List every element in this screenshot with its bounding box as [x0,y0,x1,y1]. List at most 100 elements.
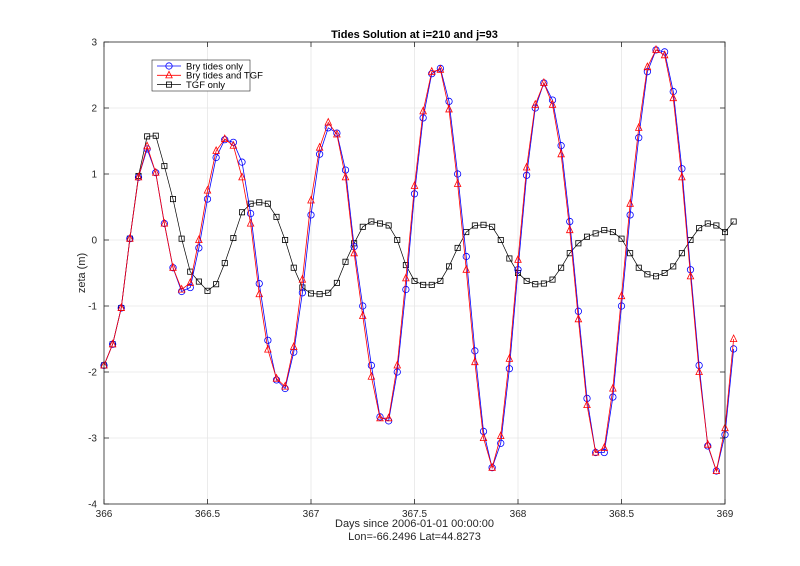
data-point [653,273,660,280]
data-point [420,281,427,288]
data-point [678,172,686,181]
data-point [583,400,591,409]
y-tick-label: 2 [91,104,97,115]
data-point [385,222,392,229]
y-tick-label: -3 [88,434,97,445]
data-point [411,277,418,284]
data-point [333,129,341,138]
data-point [540,280,547,287]
data-point [635,264,642,271]
data-point [256,199,263,206]
y-tick-label: 3 [91,38,97,49]
data-point [617,291,626,300]
x-tick-label: 368 [510,509,527,520]
data-point [394,236,401,243]
series-line [103,49,735,473]
data-point [454,244,461,251]
data-point [514,266,522,274]
data-point [367,361,375,369]
data-point [282,236,289,243]
data-point [471,357,479,366]
data-point [151,167,160,176]
data-point [117,303,126,311]
data-point [609,229,616,236]
data-point [315,142,324,151]
data-point [626,198,634,207]
data-point [195,278,202,285]
x-tick-label: 367 [303,509,320,520]
data-point [557,142,565,150]
data-point [437,277,444,284]
data-point [359,302,367,310]
data-point [453,178,462,187]
data-point [462,264,471,273]
data-point [290,348,298,356]
legend-label: Bry tides only [186,61,243,72]
data-point [393,360,402,369]
data-point [272,376,281,384]
y-tick-label: -1 [88,302,97,313]
data-point [220,134,229,143]
data-point [591,447,600,456]
data-point [393,368,401,376]
data-point [618,235,625,242]
data-point [617,302,626,310]
data-point [221,136,229,144]
data-point [324,124,332,132]
data-point [108,339,117,348]
data-point [712,466,721,475]
data-point [239,209,246,216]
data-point [497,236,504,243]
data-point [729,334,738,343]
data-point [308,290,315,297]
data-point [358,310,367,319]
data-point [505,353,514,362]
data-point [402,285,410,294]
legend-marker [165,62,173,70]
data-point [221,260,228,267]
data-point [384,413,393,422]
y-tick-label: 0 [91,236,97,247]
data-point [575,240,582,247]
data-point [566,217,574,226]
data-point [652,45,660,53]
data-point [144,133,151,140]
data-point [445,104,453,113]
data-point [126,233,134,242]
data-point [730,218,737,225]
legend-marker [165,70,173,79]
data-point [695,367,703,376]
data-point [316,150,324,158]
data-point [410,190,419,198]
data-point [669,93,678,102]
data-point [169,262,177,271]
data-point [264,336,272,344]
data-point [377,220,384,227]
data-point [238,172,246,181]
data-point [298,274,307,283]
data-point [195,235,203,244]
data-point [298,289,306,297]
data-point [523,277,530,284]
data-point [627,250,634,257]
data-point [713,222,720,229]
data-point [324,117,333,126]
data-point [307,211,315,219]
data-point [686,271,695,280]
data-point [212,153,220,162]
data-point [436,64,445,73]
legend-marker [165,81,172,88]
data-point [670,263,677,270]
data-point [471,222,478,229]
data-point [368,218,375,225]
data-point [600,448,608,457]
data-point [488,462,496,471]
data-point [178,235,185,242]
data-point [272,373,281,382]
data-point [531,99,540,108]
data-point [213,281,220,288]
series-line [103,49,735,473]
data-point [505,365,513,373]
